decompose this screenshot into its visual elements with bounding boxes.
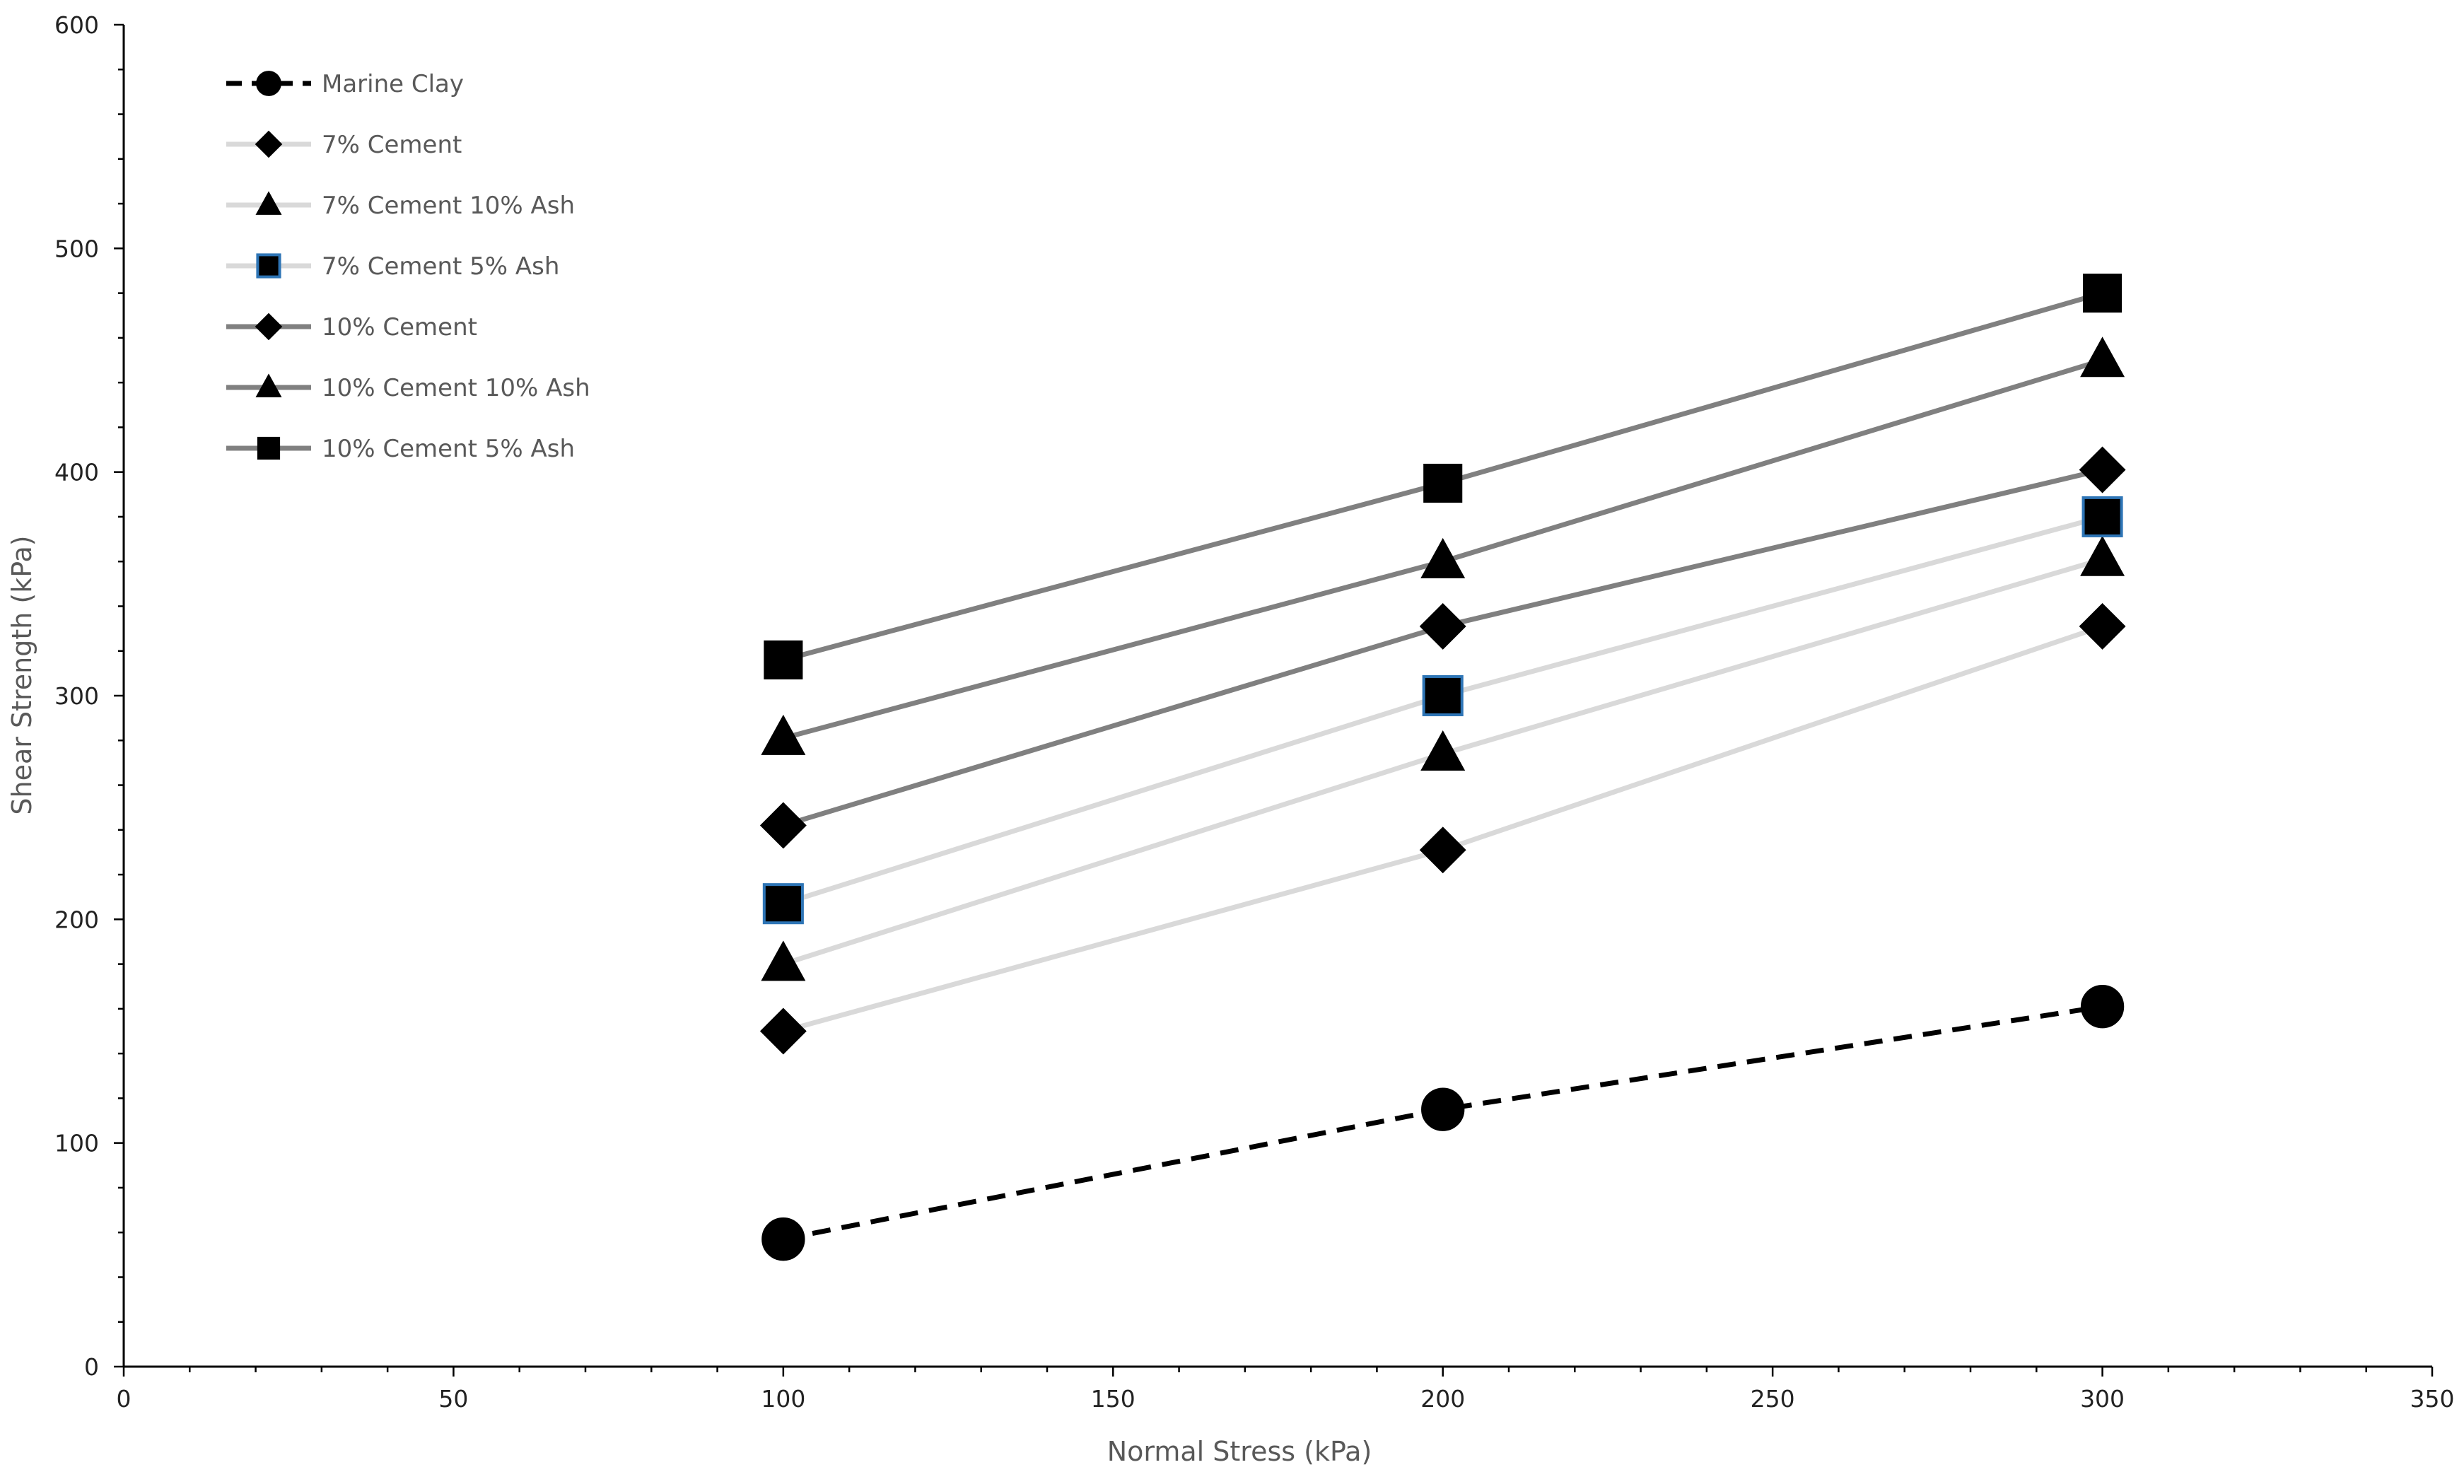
data-point — [1420, 730, 1466, 771]
data-point — [2080, 535, 2125, 576]
data-point — [1420, 537, 1466, 578]
legend-label: 10% Cement 5% Ash — [322, 435, 575, 463]
data-point — [2081, 496, 2123, 537]
legend-marker — [255, 191, 282, 215]
data-point — [1419, 826, 1466, 874]
data-point — [2079, 446, 2126, 493]
data-point — [761, 940, 806, 981]
x-tick-label: 150 — [1091, 1385, 1135, 1413]
y-tick-label: 100 — [54, 1130, 99, 1157]
series-7-cement-10-ash — [761, 535, 2125, 981]
x-tick-label: 250 — [1751, 1385, 1795, 1413]
data-point — [759, 1007, 807, 1055]
y-tick-label: 400 — [54, 459, 99, 486]
legend-label: 7% Cement — [322, 131, 462, 159]
axes — [114, 23, 2434, 1377]
x-tick-labels: 0 50 100 150 200 250 300 350 — [117, 1385, 2455, 1413]
y-tick-label: 300 — [54, 682, 99, 710]
series-line — [783, 1004, 2103, 1242]
legend-marker — [257, 436, 281, 460]
data-point — [1422, 674, 1464, 717]
data-point — [761, 1217, 805, 1261]
series-layer — [759, 274, 2126, 1261]
legend-label: Marine Clay — [322, 70, 464, 98]
x-axis-title: Normal Stress (kPa) — [1107, 1436, 1372, 1467]
x-tick-label: 100 — [761, 1385, 805, 1413]
data-point — [1421, 1087, 1465, 1131]
legend-label: 7% Cement 5% Ash — [322, 252, 559, 281]
data-point — [764, 640, 803, 679]
x-tick-label: 300 — [2080, 1385, 2125, 1413]
legend-marker — [255, 130, 283, 158]
legend-item: 7% Cement 5% Ash — [226, 252, 559, 281]
data-point — [762, 883, 804, 925]
y-axis-title: Shear Strength (kPa) — [6, 535, 37, 814]
data-point — [1423, 463, 1463, 503]
y-tick-label: 0 — [84, 1353, 99, 1381]
y-tick-label: 200 — [54, 906, 99, 933]
x-tick-label: 350 — [2410, 1385, 2455, 1413]
data-point — [2079, 602, 2126, 650]
legend-marker — [256, 253, 281, 279]
y-tick-labels: 0 100 200 300 400 500 600 — [54, 11, 99, 1381]
legend-marker — [255, 312, 283, 341]
legend-item: 7% Cement 10% Ash — [226, 191, 575, 220]
data-point — [2080, 985, 2125, 1029]
x-tick-label: 200 — [1420, 1385, 1465, 1413]
y-tick-label: 500 — [54, 235, 99, 262]
legend-item: 10% Cement — [226, 312, 477, 341]
data-point — [2083, 274, 2123, 313]
series-10-cement — [759, 446, 2126, 849]
legend-item: 10% Cement 10% Ash — [226, 373, 590, 402]
legend-item: 10% Cement 5% Ash — [226, 435, 575, 463]
data-point — [1419, 602, 1466, 650]
series-7-cement — [759, 602, 2126, 1055]
legend-item: Marine Clay — [226, 70, 464, 98]
series-10-cement-5-ash — [764, 274, 2123, 679]
legend: Marine Clay 7% Cement 7% Cement 10% Ash 7% … — [226, 70, 590, 463]
data-point — [2080, 337, 2125, 378]
legend-label: 10% Cement 10% Ash — [322, 374, 590, 402]
legend-label: 7% Cement 10% Ash — [322, 192, 575, 220]
x-tick-label: 0 — [117, 1385, 132, 1413]
series-10-cement-10-ash — [761, 337, 2125, 755]
legend-label: 10% Cement — [322, 313, 477, 341]
data-point — [761, 714, 806, 755]
series-marine-clay — [761, 985, 2125, 1261]
y-tick-label: 600 — [54, 11, 99, 39]
legend-marker — [256, 71, 281, 96]
data-point — [759, 802, 807, 849]
legend-marker — [255, 373, 282, 397]
series-7-cement-5-ash — [762, 496, 2123, 925]
x-tick-label: 50 — [438, 1385, 468, 1413]
legend-item: 7% Cement — [226, 130, 462, 159]
